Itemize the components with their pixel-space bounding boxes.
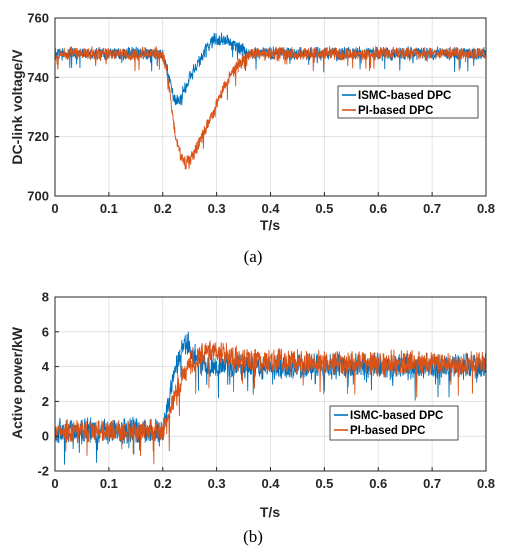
legend-label: PI-based DPC	[358, 105, 433, 117]
y-axis-label: Active power/kW	[9, 326, 25, 439]
panel-caption: (b)	[243, 527, 263, 546]
y-tick-label: 0	[42, 429, 49, 444]
x-tick-label: 0.2	[154, 476, 172, 491]
x-axis-label: T/s	[260, 217, 280, 233]
y-tick-label: 700	[27, 189, 49, 204]
y-tick-label: 4	[42, 359, 50, 374]
x-tick-label: 0.7	[423, 476, 441, 491]
x-tick-label: 0.1	[100, 201, 118, 216]
panel-caption: (a)	[244, 247, 263, 266]
x-tick-label: 0.2	[154, 201, 172, 216]
y-tick-label: 6	[42, 324, 49, 339]
x-tick-label: 0.8	[477, 476, 495, 491]
y-tick-label: 740	[27, 70, 49, 85]
x-tick-label: 0.4	[261, 476, 280, 491]
legend-label: ISMC-based DPC	[358, 90, 451, 102]
x-tick-label: 0.6	[369, 476, 387, 491]
x-tick-label: 0.5	[315, 476, 333, 491]
y-tick-label: 760	[27, 11, 49, 26]
series-line-2	[55, 340, 486, 465]
y-tick-label: 2	[42, 394, 49, 409]
y-axis-label: DC-link voltage/V	[9, 49, 25, 165]
x-tick-label: 0.3	[208, 476, 226, 491]
legend-box	[337, 85, 479, 119]
y-tick-label: 8	[42, 290, 49, 305]
legend: ISMC-based DPC PI-based DPC	[329, 405, 459, 441]
y-tick-label: -2	[37, 464, 49, 479]
x-tick-label: 0.5	[315, 201, 333, 216]
x-tick-label: 0.1	[100, 476, 118, 491]
x-tick-label: 0.4	[261, 201, 280, 216]
x-tick-label: 0.7	[423, 201, 441, 216]
y-tick-label: 720	[27, 129, 49, 144]
x-tick-label: 0.3	[208, 201, 226, 216]
x-tick-label: 0	[51, 201, 58, 216]
x-tick-label: 0	[51, 476, 58, 491]
x-tick-label: 0.8	[477, 201, 495, 216]
legend-box	[329, 405, 459, 441]
x-tick-label: 0.6	[369, 201, 387, 216]
panel-b: Active power/kW T/s (b) 0 0.1 0.2 0.3 0.4 0.5…	[9, 290, 495, 547]
legend: ISMC-based DPC PI-based DPC	[337, 85, 479, 119]
x-axis-label: T/s	[260, 504, 280, 520]
legend-label: PI-based DPC	[350, 425, 425, 437]
series-line-2	[55, 45, 486, 170]
legend-label: ISMC-based DPC	[350, 410, 443, 422]
panel-a: DC-link voltage/V T/s (a) 0 0.1 0.2 0.3 0.4 0…	[9, 11, 495, 267]
